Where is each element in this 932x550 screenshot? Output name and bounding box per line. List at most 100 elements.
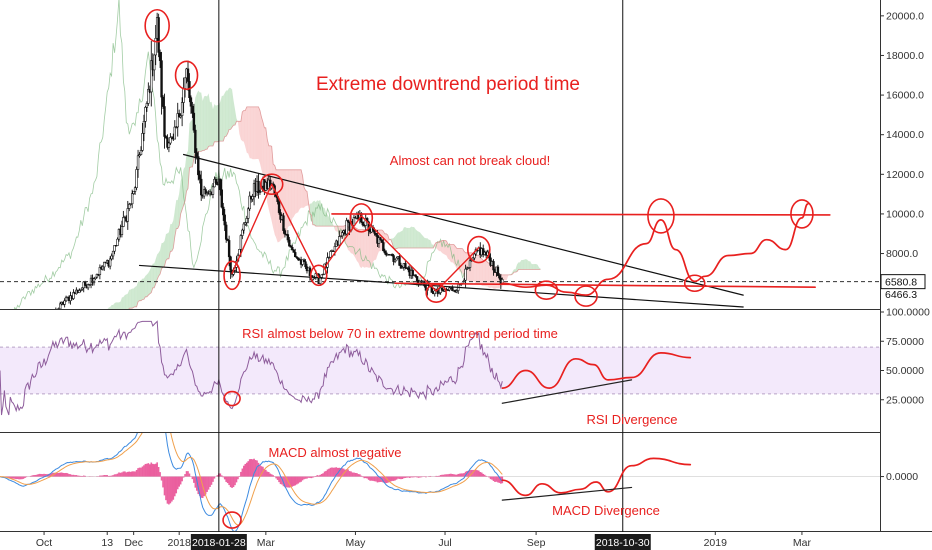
candle-body[interactable] <box>78 290 81 293</box>
candle-body[interactable] <box>380 239 384 243</box>
candle-body[interactable] <box>219 178 222 191</box>
candle-body[interactable] <box>57 308 60 312</box>
candle-body[interactable] <box>283 230 287 235</box>
candle-body[interactable] <box>288 239 291 247</box>
candle-body[interactable] <box>133 187 137 192</box>
candle-body[interactable] <box>92 278 96 284</box>
candle-body[interactable] <box>153 54 156 71</box>
candle-body[interactable] <box>182 88 185 103</box>
candle-body[interactable] <box>191 105 194 114</box>
candle-body[interactable] <box>289 245 293 248</box>
candle-body[interactable] <box>161 96 165 107</box>
candle-body[interactable] <box>138 154 141 157</box>
candle-body[interactable] <box>141 133 144 151</box>
candle-body[interactable] <box>482 248 485 255</box>
candle-body[interactable] <box>292 249 295 253</box>
candle-body[interactable] <box>321 273 325 276</box>
candle-body[interactable] <box>176 113 179 128</box>
candle-body[interactable] <box>98 267 102 275</box>
candle-body[interactable] <box>227 240 231 258</box>
candle-body[interactable] <box>79 288 82 291</box>
candle-body[interactable] <box>94 276 97 279</box>
candle-body[interactable] <box>341 232 344 237</box>
candle-body[interactable] <box>377 237 381 244</box>
candle-body[interactable] <box>195 152 199 157</box>
candle-body[interactable] <box>173 126 176 140</box>
candle-body[interactable] <box>258 191 262 193</box>
candle-body[interactable] <box>154 37 157 56</box>
candle-body[interactable] <box>224 224 228 240</box>
candle-body[interactable] <box>150 60 153 93</box>
candle-body[interactable] <box>401 267 404 269</box>
candle-body[interactable] <box>214 178 218 183</box>
candle-body[interactable] <box>286 234 290 241</box>
candle-body[interactable] <box>333 246 337 252</box>
candle-body[interactable] <box>72 292 75 299</box>
candle-body[interactable] <box>415 276 419 281</box>
candle-body[interactable] <box>183 77 187 89</box>
candle-body[interactable] <box>247 208 250 219</box>
candle-body[interactable] <box>398 256 401 266</box>
candle-body[interactable] <box>128 203 131 209</box>
candle-body[interactable] <box>245 218 248 223</box>
candle-body[interactable] <box>59 303 62 309</box>
candle-body[interactable] <box>382 242 385 252</box>
candle-body[interactable] <box>180 102 184 116</box>
candle-body[interactable] <box>339 235 342 237</box>
candle-body[interactable] <box>223 214 226 226</box>
candle-body[interactable] <box>198 174 201 180</box>
candle-body[interactable] <box>129 203 132 205</box>
candle-body[interactable] <box>414 274 417 277</box>
candle-body[interactable] <box>220 189 223 208</box>
candle-body[interactable] <box>135 169 138 188</box>
candle-body[interactable] <box>492 261 495 271</box>
date-marker-tag-1[interactable]: 2018-01-28 <box>190 534 247 550</box>
candle-body[interactable] <box>211 186 215 195</box>
candle-body[interactable] <box>197 156 200 176</box>
candle-body[interactable] <box>226 239 229 241</box>
candle-body[interactable] <box>282 215 285 231</box>
candle-body[interactable] <box>390 254 394 256</box>
candle-body[interactable] <box>373 229 376 234</box>
candle-body[interactable] <box>257 180 260 193</box>
candle-body[interactable] <box>164 136 168 138</box>
candle-body[interactable] <box>64 296 68 302</box>
candle-body[interactable] <box>186 68 190 82</box>
candle-body[interactable] <box>239 235 243 250</box>
date-marker-tag-2[interactable]: 2018-10-30 <box>594 534 651 550</box>
candle-body[interactable] <box>291 247 294 251</box>
candle-body[interactable] <box>147 89 150 104</box>
candle-body[interactable] <box>411 270 414 276</box>
candle-body[interactable] <box>437 292 441 294</box>
candle-body[interactable] <box>440 287 444 291</box>
candle-body[interactable] <box>448 287 451 291</box>
candle-body[interactable] <box>468 260 472 268</box>
candle-body[interactable] <box>296 257 300 260</box>
candle-body[interactable] <box>251 196 254 200</box>
candle-body[interactable] <box>496 266 500 276</box>
candle-body[interactable] <box>120 226 124 235</box>
candle-body[interactable] <box>167 142 171 148</box>
candle-body[interactable] <box>229 256 232 271</box>
candle-body[interactable] <box>361 221 364 226</box>
macd-line[interactable] <box>0 386 503 532</box>
candle-body[interactable] <box>63 300 66 305</box>
candle-body[interactable] <box>160 60 163 98</box>
candle-body[interactable] <box>177 113 181 118</box>
candle-body[interactable] <box>113 245 116 252</box>
candle-body[interactable] <box>108 258 112 267</box>
candle-body[interactable] <box>304 261 307 268</box>
candle-body[interactable] <box>248 195 251 210</box>
candle-body[interactable] <box>393 259 397 262</box>
candle-body[interactable] <box>385 252 388 256</box>
candle-body[interactable] <box>163 106 166 137</box>
candle-body[interactable] <box>455 290 458 293</box>
candle-body[interactable] <box>132 190 135 194</box>
candle-body[interactable] <box>446 289 450 292</box>
candle-body[interactable] <box>241 229 244 236</box>
candle-body[interactable] <box>301 259 304 265</box>
candle-body[interactable] <box>86 284 90 289</box>
candle-body[interactable] <box>169 137 172 144</box>
candle-body[interactable] <box>136 155 140 170</box>
candle-body[interactable] <box>101 266 105 270</box>
